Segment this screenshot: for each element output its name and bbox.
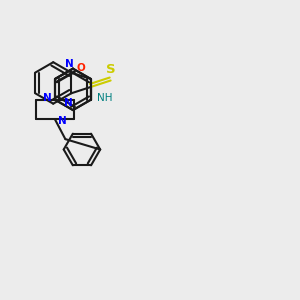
Text: N: N [43,93,52,103]
Text: N: N [58,116,67,126]
Text: S: S [106,63,116,76]
Text: N: N [64,98,73,108]
Text: O: O [76,63,85,73]
Text: N: N [65,59,74,69]
Text: NH: NH [97,93,112,103]
